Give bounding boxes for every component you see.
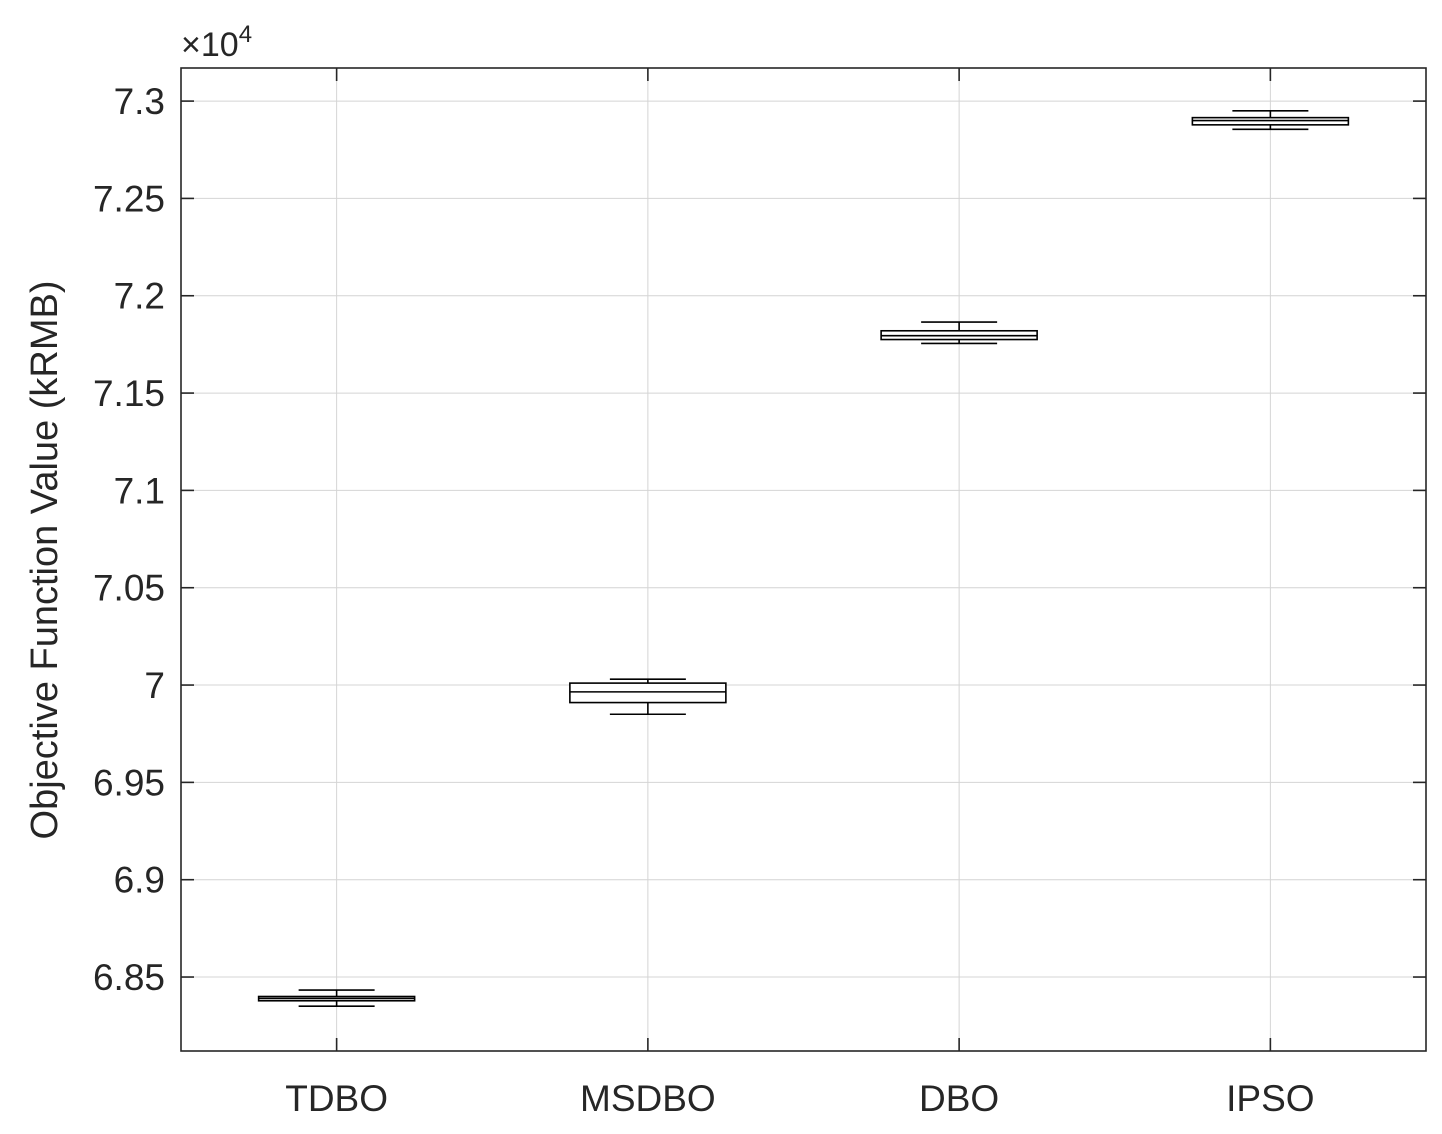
x-tick-label: TDBO [285, 1078, 388, 1119]
boxes [257, 110, 1350, 1008]
y-tick-label: 7.1 [114, 470, 165, 511]
x-tick-label: DBO [919, 1078, 999, 1119]
y-tick-label: 6.95 [93, 762, 165, 803]
grid-lines [181, 68, 1426, 1051]
axis-ticks [181, 68, 1426, 1051]
y-tick-label: 6.85 [93, 957, 165, 998]
y-tick-label: 7.05 [93, 568, 165, 609]
y-tick-labels: 6.85 6.9 6.95 7 7.05 7.1 7.15 7.2 7.25 7.3 [93, 81, 165, 998]
y-tick-label: 7.15 [93, 373, 165, 414]
box-dbo [880, 321, 1038, 345]
y-tick-label: 7.3 [114, 81, 165, 122]
y-tick-label: 7 [144, 665, 165, 706]
box-msdbo [569, 678, 727, 716]
x-tick-labels: TDBO MSDBO DBO IPSO [285, 1078, 1314, 1119]
y-exponent-label: ×104 [181, 21, 252, 64]
box-ipso [1191, 110, 1350, 131]
y-tick-label: 6.9 [114, 860, 165, 901]
y-axis-label: Objective Function Value (kRMB) [24, 281, 66, 840]
x-tick-label: MSDBO [580, 1078, 716, 1119]
box-tdbo [257, 989, 416, 1008]
plot-area-frame [180, 67, 1427, 1052]
y-tick-label: 7.25 [93, 178, 165, 219]
x-tick-label: IPSO [1226, 1078, 1314, 1119]
box-iqr [569, 682, 727, 704]
y-tick-label: 7.2 [114, 276, 165, 317]
